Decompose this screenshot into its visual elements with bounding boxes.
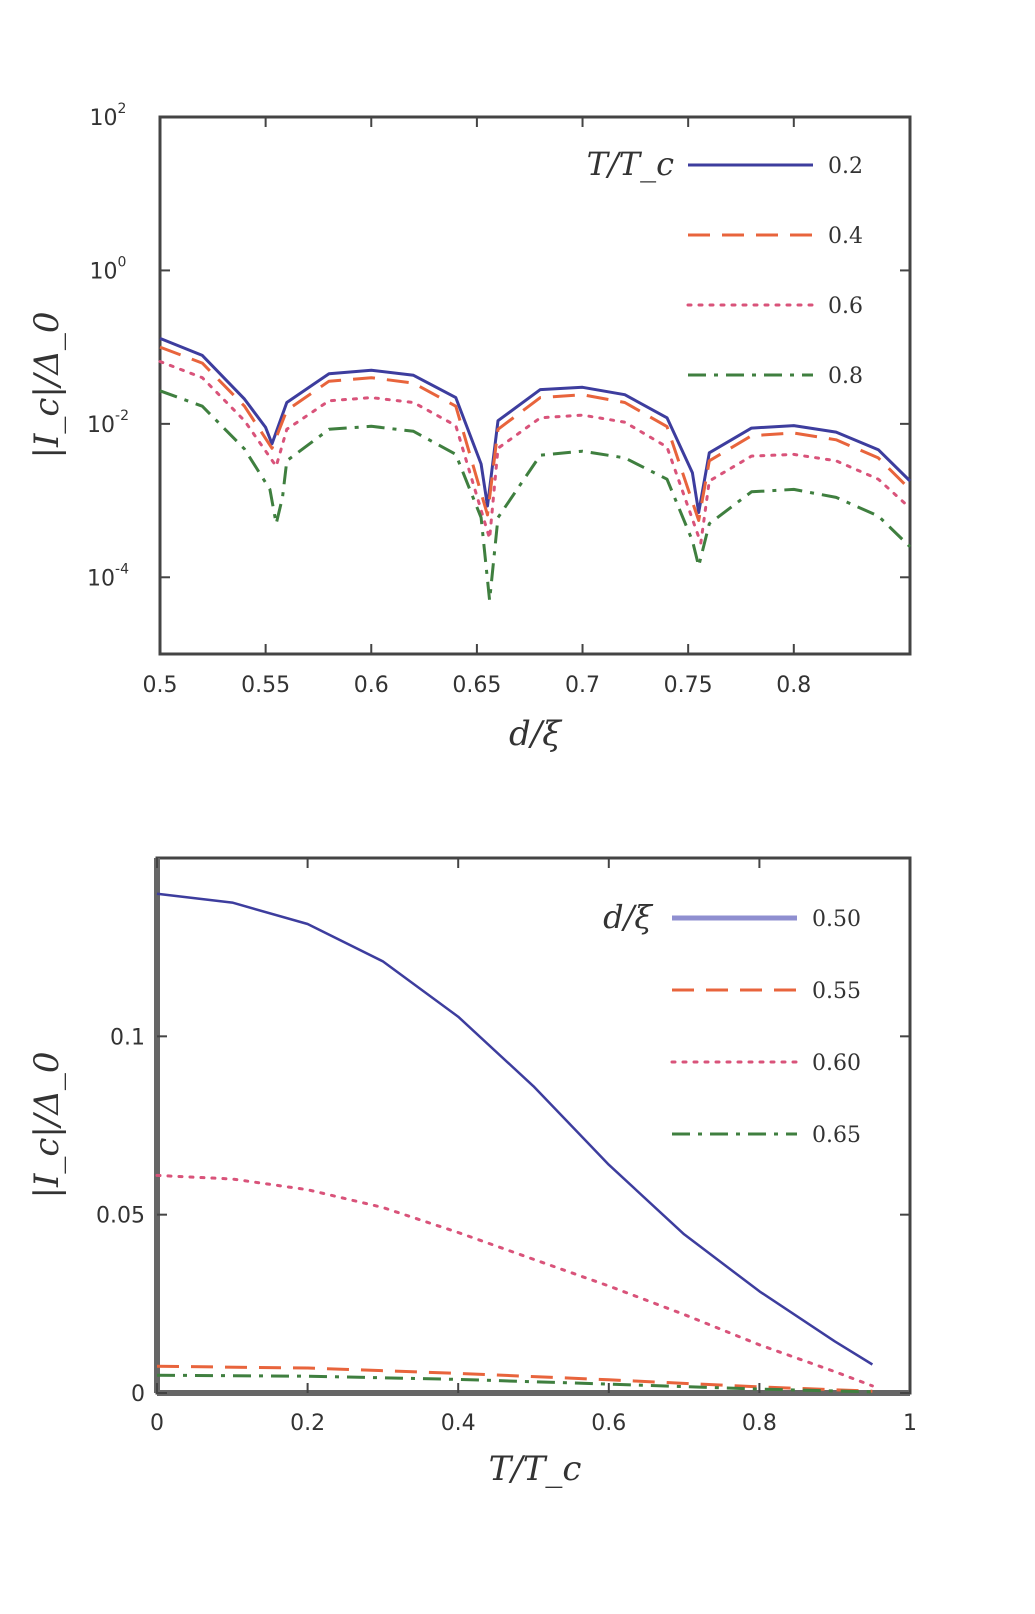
x-ticks-top: 0.5 0.55 0.6 0.65 0.7 0.75 0.8 xyxy=(143,117,811,698)
series-group-top xyxy=(158,337,912,602)
y-axis-label-top: |I_c|/Δ_0 xyxy=(27,311,67,458)
y-tick-label: 10-2 xyxy=(87,408,129,438)
x-tick-label: 0.75 xyxy=(664,673,713,698)
series-line-0.60 xyxy=(155,1173,874,1388)
x-tick-label: 0.6 xyxy=(354,673,389,698)
x-tick-label: 1 xyxy=(903,1411,917,1436)
y-tick-label: 0.1 xyxy=(110,1025,145,1050)
x-tick-label: 0.5 xyxy=(143,673,178,698)
y-tick-base: 10 xyxy=(87,566,115,591)
y-tick-label: 0.05 xyxy=(96,1204,145,1229)
legend-bottom: d/ξ 0.50 0.55 0.60 0.65 xyxy=(603,898,861,1148)
legend-label: 0.55 xyxy=(812,979,861,1004)
y-ticks-bottom: 0 0.05 0.1 xyxy=(96,1025,910,1407)
x-axis-label-bottom: T/T_c xyxy=(489,1449,582,1489)
plot-frame-bottom xyxy=(155,856,912,1395)
series-line-0.6 xyxy=(158,360,912,545)
series-line-0.8 xyxy=(159,389,912,602)
series-line-0.4 xyxy=(159,345,912,522)
legend-label: 0.65 xyxy=(812,1123,861,1148)
x-tick-label: 0.8 xyxy=(742,1411,777,1436)
y-tick-base: 10 xyxy=(90,106,118,131)
plot-frame-top xyxy=(158,115,912,656)
x-tick-label: 0 xyxy=(150,1411,164,1436)
legend-label: 0.60 xyxy=(812,1051,861,1076)
legend-label: 0.2 xyxy=(828,154,863,179)
x-tick-label: 0.65 xyxy=(452,673,501,698)
x-tick-label: 0.2 xyxy=(290,1411,325,1436)
y-tick-base: 10 xyxy=(87,413,115,438)
y-tick-base: 10 xyxy=(90,259,118,284)
series-line-0.65 xyxy=(156,1373,873,1394)
y-tick-exponent: 2 xyxy=(118,101,127,117)
y-tick-exponent: 0 xyxy=(118,254,127,270)
x-tick-label: 0.4 xyxy=(441,1411,476,1436)
x-ticks-bottom: 0 0.2 0.4 0.6 0.8 1 xyxy=(150,858,917,1436)
series-line-0.2 xyxy=(159,337,912,514)
legend-label: 0.50 xyxy=(812,907,861,932)
legend-label: 0.4 xyxy=(828,224,863,249)
y-tick-label: 100 xyxy=(90,254,127,284)
x-tick-label: 0.6 xyxy=(591,1411,626,1436)
series-line-0.55 xyxy=(156,1364,873,1393)
legend-title: T/T_c xyxy=(587,145,674,183)
chart-bottom: 00.050.1 0 0.2 0.4 0.6 0.8 1 d/ξ 0.500.550.600… xyxy=(27,856,917,1489)
legend-top: T/T_c 0.2 0.4 0.6 0.8 xyxy=(587,145,863,389)
x-tick-label: 0.7 xyxy=(565,673,600,698)
y-tick-label: 102 xyxy=(90,101,127,131)
y-tick-exponent: -4 xyxy=(115,561,129,577)
series-line-0.50 xyxy=(156,892,874,1366)
legend-label: 0.6 xyxy=(828,294,863,319)
series-group-bottom xyxy=(155,892,874,1394)
legend-label: 0.8 xyxy=(828,364,863,389)
y-tick-exponent: -2 xyxy=(115,408,129,424)
x-tick-label: 0.55 xyxy=(241,673,290,698)
legend-title: d/ξ xyxy=(603,898,653,936)
y-tick-label: 10-4 xyxy=(87,561,129,591)
y-tick-label: 0 xyxy=(131,1382,145,1407)
x-axis-label-top: d/ξ xyxy=(509,714,563,754)
y-axis-label-bottom: |I_c|/Δ_0 xyxy=(27,1051,67,1198)
x-tick-label: 0.8 xyxy=(776,673,811,698)
